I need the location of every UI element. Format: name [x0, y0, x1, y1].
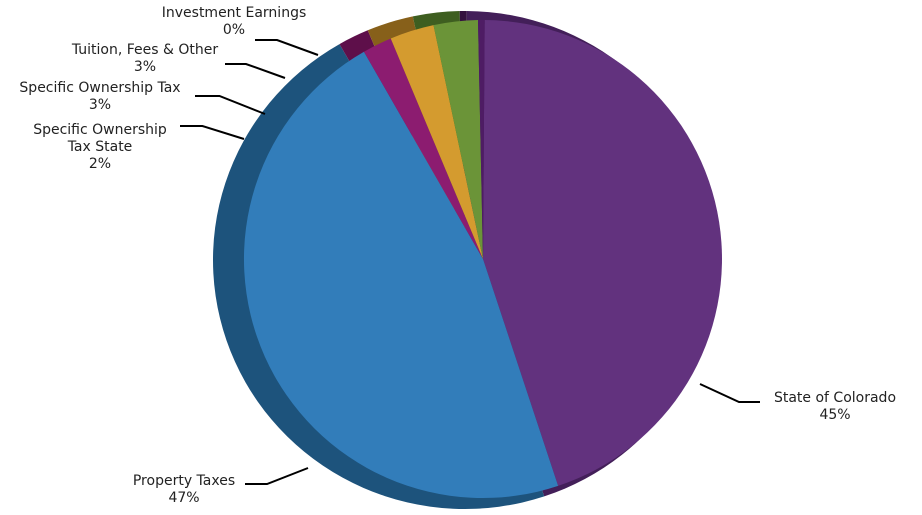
- slice-investment-earnings: [477, 20, 485, 259]
- pie-top-layer: [243, 20, 722, 499]
- slice-state-of-colorado: [483, 20, 722, 486]
- slice-percent-state-of-colorado: 45%: [819, 407, 850, 423]
- slice-name-tuition-fees-and-other: Tuition, Fees & Other: [71, 42, 219, 58]
- slice-percent-property-taxes: 47%: [168, 490, 199, 506]
- slice-name-specific-ownership-tax: Specific Ownership Tax: [19, 80, 180, 96]
- slice-property-taxes: [243, 51, 559, 499]
- slice-name-investment-earnings: Investment Earnings: [162, 5, 307, 21]
- slice-label-investment-earnings: Investment Earnings 0%: [162, 5, 307, 38]
- slice-labels: State of Colorado 45% Property Taxes 47% Spe…: [19, 5, 896, 506]
- leader-line-property-taxes: [245, 467, 309, 485]
- slice-name-state-of-colorado: State of Colorado: [774, 390, 896, 406]
- slice-specific-ownership-tax-state: [363, 38, 483, 259]
- slice-label-specific-ownership-tax: Specific Ownership Tax 3%: [19, 80, 180, 113]
- slice-name-property-taxes: Property Taxes: [133, 473, 235, 489]
- slice-name-specific-ownership-tax-state: Tax State: [67, 139, 133, 155]
- leader-line-specific-ownership-tax-state: [180, 125, 245, 140]
- leader-line-tuition-fees-and-other: [225, 63, 286, 79]
- slice-label-property-taxes: Property Taxes 47%: [133, 473, 235, 506]
- slice-percent-specific-ownership-tax-state: 2%: [89, 156, 111, 172]
- slice-name-specific-ownership-tax-state: Specific Ownership: [33, 122, 167, 138]
- leader-lines: [180, 39, 760, 485]
- slice-label-specific-ownership-tax-state: Specific Ownership Tax State 2%: [33, 122, 167, 172]
- leader-line-state-of-colorado: [699, 383, 760, 403]
- slice-label-tuition-fees-and-other: Tuition, Fees & Other 3%: [71, 42, 219, 75]
- slice-percent-investment-earnings: 0%: [223, 22, 245, 38]
- slice-percent-specific-ownership-tax: 3%: [89, 97, 111, 113]
- leader-line-specific-ownership-tax: [195, 95, 266, 115]
- slice-label-state-of-colorado: State of Colorado 45%: [774, 390, 896, 423]
- leader-line-investment-earnings: [255, 39, 319, 56]
- slice-tuition-fees-and-other: [433, 20, 483, 259]
- slice-percent-tuition-fees-and-other: 3%: [134, 59, 156, 75]
- slice-specific-ownership-tax: [390, 25, 483, 260]
